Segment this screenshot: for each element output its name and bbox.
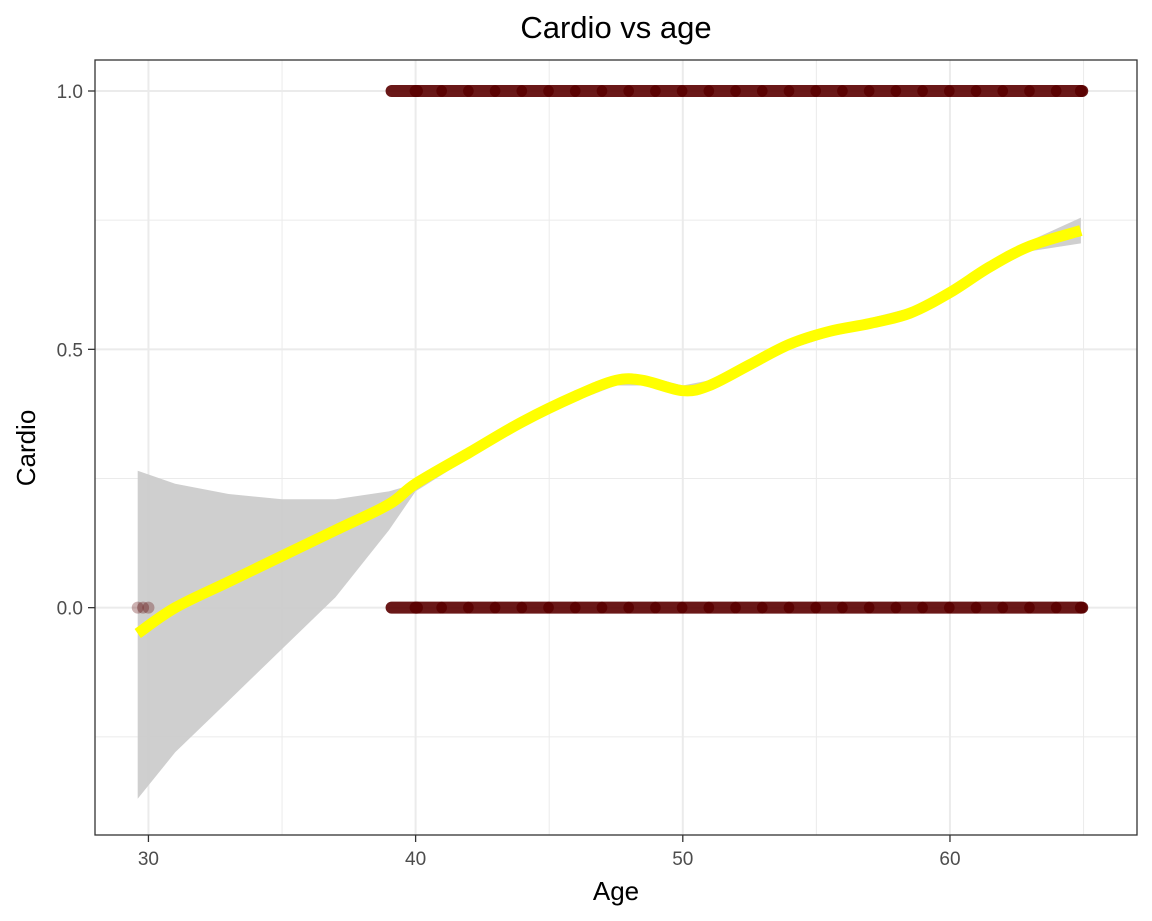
data-point [131, 601, 144, 614]
plot-panel [95, 60, 1137, 835]
y-axis-title: Cardio [11, 410, 41, 487]
panel-border [94, 59, 1138, 836]
chart-title: Cardio vs age [520, 10, 711, 45]
confidence-band-layer [137, 217, 1081, 799]
smooth-line-layer [134, 225, 1083, 639]
x-tick-label: 60 [939, 849, 960, 870]
y-tick-label: 1.0 [57, 82, 83, 103]
x-tick-label: 50 [672, 849, 693, 870]
x-axis-title: Age [593, 876, 639, 906]
y-tick-label: 0.0 [57, 599, 83, 620]
smooth-line [134, 225, 1083, 639]
confidence-band [137, 217, 1081, 799]
x-tick-label: 30 [138, 849, 159, 870]
data-point [142, 601, 155, 614]
axis-ticks: 30 40 50 60 0.0 0.5 1.0 [57, 82, 961, 870]
x-tick-label: 40 [405, 849, 426, 870]
scatter-points-layer [131, 85, 1089, 614]
data-point [137, 601, 150, 614]
y-tick-label: 0.5 [57, 340, 83, 361]
